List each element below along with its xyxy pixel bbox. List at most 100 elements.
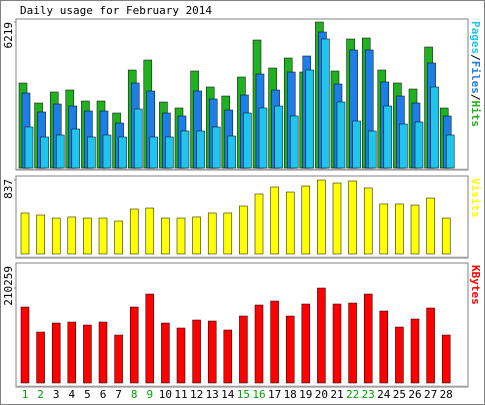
bar xyxy=(410,204,420,255)
bar xyxy=(149,136,159,169)
bar xyxy=(83,217,92,255)
x-tick-label: 6 xyxy=(100,388,107,401)
bar xyxy=(239,315,248,384)
bar xyxy=(36,331,45,384)
bar xyxy=(321,38,330,169)
bar xyxy=(102,134,112,169)
bar xyxy=(71,128,81,169)
legend: KBytes xyxy=(469,265,482,305)
bar xyxy=(211,126,221,169)
legend-entry: Pages xyxy=(469,21,482,54)
bar xyxy=(445,134,455,169)
x-tick-label: 8 xyxy=(131,388,138,401)
bar xyxy=(317,287,326,384)
legend-separator: / xyxy=(469,54,482,61)
bar xyxy=(55,134,65,169)
bar xyxy=(51,322,61,384)
bar xyxy=(114,220,123,255)
bar xyxy=(270,186,279,255)
bar xyxy=(161,217,170,255)
bar xyxy=(426,307,435,384)
bar xyxy=(395,326,404,384)
x-tick-label: 20 xyxy=(315,388,328,401)
x-tick-label: 16 xyxy=(252,388,265,401)
bar xyxy=(410,318,420,384)
bar xyxy=(36,214,45,255)
bar xyxy=(196,130,205,169)
bar xyxy=(289,115,299,169)
x-tick-label: 9 xyxy=(146,388,153,401)
bar xyxy=(129,208,139,255)
bar xyxy=(301,185,311,255)
bar xyxy=(285,191,295,255)
bar xyxy=(348,302,357,384)
x-tick-label: 25 xyxy=(393,388,406,401)
x-tick-label: 28 xyxy=(440,388,453,401)
y-tick-label: 837 xyxy=(2,179,15,199)
bar xyxy=(83,324,92,384)
bar xyxy=(441,334,451,384)
bar xyxy=(332,182,342,255)
bar xyxy=(207,212,217,255)
bar xyxy=(270,300,279,384)
bar xyxy=(165,136,174,169)
x-tick-label: 1 xyxy=(22,388,29,401)
x-tick-label: 22 xyxy=(346,388,359,401)
bar xyxy=(161,322,170,384)
x-tick-label: 21 xyxy=(330,388,343,401)
bar xyxy=(227,135,237,169)
bar xyxy=(336,101,346,169)
bar xyxy=(129,306,139,384)
x-tick-label: 7 xyxy=(115,388,122,401)
bar xyxy=(24,126,34,169)
bar xyxy=(383,105,393,169)
x-tick-label: 23 xyxy=(362,388,375,401)
y-tick-label: 6219 xyxy=(2,22,15,49)
bar xyxy=(332,303,342,384)
bar xyxy=(301,303,311,384)
x-tick-label: 18 xyxy=(284,388,297,401)
x-tick-label: 14 xyxy=(221,388,235,401)
bar xyxy=(363,293,373,384)
bar xyxy=(67,321,77,384)
bar xyxy=(305,69,315,169)
bar xyxy=(348,180,357,255)
bar xyxy=(363,187,373,255)
bar xyxy=(254,193,264,255)
bar xyxy=(145,207,155,255)
bar xyxy=(98,217,108,255)
x-tick-label: 10 xyxy=(159,388,172,401)
x-tick-label: 19 xyxy=(299,388,312,401)
bar xyxy=(367,130,377,169)
bar xyxy=(285,315,295,384)
x-tick-label: 26 xyxy=(408,388,421,401)
bar xyxy=(426,197,435,255)
bar xyxy=(258,107,268,169)
x-tick-label: 4 xyxy=(68,388,75,401)
x-tick-label: 15 xyxy=(237,388,250,401)
bar xyxy=(207,320,217,384)
bar xyxy=(379,310,389,384)
legend: Pages/Files/Hits xyxy=(469,21,482,127)
x-tick-label: 2 xyxy=(37,388,44,401)
y-tick-label: 210259 xyxy=(2,266,15,306)
bar xyxy=(379,203,389,255)
x-tick-label: 17 xyxy=(268,388,281,401)
bar xyxy=(176,217,186,255)
bar xyxy=(176,327,186,384)
bar xyxy=(180,130,190,169)
bar xyxy=(20,306,30,384)
bar xyxy=(40,136,49,169)
chart-title: Daily usage for February 2014 xyxy=(20,4,212,17)
x-tick-label: 3 xyxy=(53,388,60,401)
bar xyxy=(51,217,61,255)
bar xyxy=(223,329,233,384)
bar xyxy=(192,319,201,384)
bar xyxy=(430,86,439,169)
legend: Visits xyxy=(469,178,482,218)
legend-entry: Visits xyxy=(469,178,482,218)
x-tick-label: 5 xyxy=(84,388,91,401)
x-tick-label: 27 xyxy=(424,388,437,401)
